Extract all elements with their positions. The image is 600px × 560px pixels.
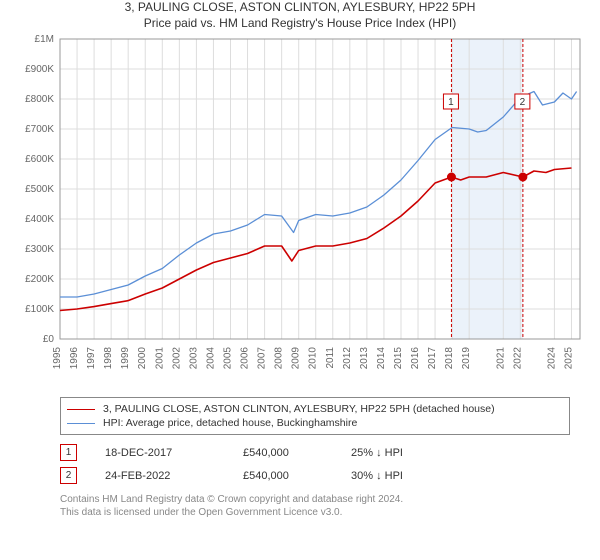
svg-text:£900K: £900K xyxy=(25,64,54,75)
svg-text:2000: 2000 xyxy=(137,347,148,370)
marker-pct: 25% ↓ HPI xyxy=(351,447,451,459)
legend-label: HPI: Average price, detached house, Buck… xyxy=(103,417,357,429)
chart-legend: 3, PAULING CLOSE, ASTON CLINTON, AYLESBU… xyxy=(60,397,570,435)
svg-text:2018: 2018 xyxy=(444,347,455,370)
svg-text:2004: 2004 xyxy=(205,347,216,370)
svg-text:2025: 2025 xyxy=(563,347,574,370)
svg-text:1995: 1995 xyxy=(52,347,63,370)
svg-text:2010: 2010 xyxy=(308,347,319,370)
svg-text:2001: 2001 xyxy=(154,347,165,370)
svg-text:2009: 2009 xyxy=(291,347,302,370)
svg-text:1997: 1997 xyxy=(86,347,97,370)
legend-label: 3, PAULING CLOSE, ASTON CLINTON, AYLESBU… xyxy=(103,403,495,415)
svg-text:1998: 1998 xyxy=(103,347,114,370)
svg-text:2022: 2022 xyxy=(512,347,523,370)
svg-text:2006: 2006 xyxy=(240,347,251,370)
svg-text:2014: 2014 xyxy=(376,347,387,370)
legend-row: 3, PAULING CLOSE, ASTON CLINTON, AYLESBU… xyxy=(67,402,563,416)
svg-text:£600K: £600K xyxy=(25,154,54,165)
svg-text:2003: 2003 xyxy=(188,347,199,370)
svg-text:£1M: £1M xyxy=(35,34,54,45)
svg-text:£200K: £200K xyxy=(25,274,54,285)
svg-text:£700K: £700K xyxy=(25,124,54,135)
legend-swatch xyxy=(67,423,95,424)
legend-row: HPI: Average price, detached house, Buck… xyxy=(67,416,563,430)
marker-date: 24-FEB-2022 xyxy=(105,470,215,482)
svg-text:2002: 2002 xyxy=(171,347,182,370)
chart-footer: Contains HM Land Registry data © Crown c… xyxy=(60,493,570,519)
svg-text:£0: £0 xyxy=(43,334,55,345)
svg-text:2013: 2013 xyxy=(359,347,370,370)
marker-date: 18-DEC-2017 xyxy=(105,447,215,459)
svg-text:1999: 1999 xyxy=(120,347,131,370)
marker-price: £540,000 xyxy=(243,470,323,482)
svg-text:1996: 1996 xyxy=(69,347,80,370)
marker-price: £540,000 xyxy=(243,447,323,459)
marker-row: 2 24-FEB-2022 £540,000 30% ↓ HPI xyxy=(60,464,570,487)
price-chart: £0 £100K £200K £300K £400K £500K £600K £700K £80… xyxy=(0,31,600,391)
svg-text:£800K: £800K xyxy=(25,94,54,105)
sale-markers-table: 1 18-DEC-2017 £540,000 25% ↓ HPI 2 24-FEB-202… xyxy=(60,441,570,487)
svg-text:2005: 2005 xyxy=(222,347,233,370)
footer-licence: This data is licensed under the Open Gov… xyxy=(60,506,570,519)
svg-text:£100K: £100K xyxy=(25,304,54,315)
footer-copyright: Contains HM Land Registry data © Crown c… xyxy=(60,493,570,506)
svg-text:2011: 2011 xyxy=(325,347,336,369)
marker-pct: 30% ↓ HPI xyxy=(351,470,451,482)
svg-text:2024: 2024 xyxy=(546,347,557,370)
svg-text:2017: 2017 xyxy=(427,347,438,370)
svg-text:2012: 2012 xyxy=(342,347,353,370)
svg-text:1: 1 xyxy=(448,97,454,108)
legend-swatch xyxy=(67,409,95,410)
svg-text:2016: 2016 xyxy=(410,347,421,370)
svg-text:2019: 2019 xyxy=(461,347,472,370)
marker-badge: 1 xyxy=(60,444,77,461)
chart-title-subtitle: Price paid vs. HM Land Registry's House … xyxy=(0,16,600,32)
svg-text:£300K: £300K xyxy=(25,244,54,255)
svg-text:2021: 2021 xyxy=(495,347,506,370)
svg-text:2: 2 xyxy=(520,97,526,108)
svg-text:£500K: £500K xyxy=(25,184,54,195)
marker-badge: 2 xyxy=(60,467,77,484)
svg-text:2015: 2015 xyxy=(393,347,404,370)
chart-title-address: 3, PAULING CLOSE, ASTON CLINTON, AYLESBU… xyxy=(0,0,600,16)
svg-text:£400K: £400K xyxy=(25,214,54,225)
svg-text:2007: 2007 xyxy=(257,347,268,370)
svg-text:2008: 2008 xyxy=(274,347,285,370)
marker-row: 1 18-DEC-2017 £540,000 25% ↓ HPI xyxy=(60,441,570,464)
